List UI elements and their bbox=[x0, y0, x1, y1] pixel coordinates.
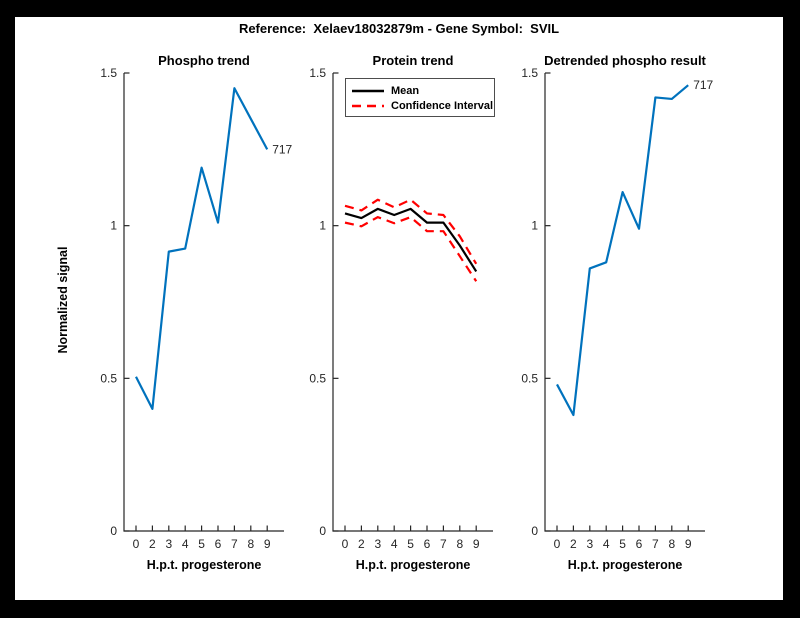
x-tick-label: 9 bbox=[685, 537, 692, 551]
ci-line-sample bbox=[352, 104, 384, 107]
x-tick-label: 9 bbox=[264, 537, 271, 551]
legend-row-mean: Mean bbox=[352, 83, 488, 98]
figure-canvas: Reference: Xelaev18032879m - Gene Symbol… bbox=[15, 17, 783, 600]
mean-line bbox=[344, 207, 478, 273]
y-tick-label: 0 bbox=[531, 524, 538, 538]
x-tick-label: 7 bbox=[440, 537, 447, 551]
axis-spines bbox=[544, 73, 705, 532]
x-tick-label: 3 bbox=[586, 537, 593, 551]
legend-label-confidence-interval: Confidence Interval bbox=[391, 99, 494, 112]
y-tick-label: 0.5 bbox=[100, 371, 117, 385]
x-tick-label: 8 bbox=[668, 537, 675, 551]
x-tick-label: 2 bbox=[149, 537, 156, 551]
detrended-phospho-line bbox=[556, 84, 689, 417]
legend-row-confidence-interval: Confidence Interval bbox=[352, 98, 493, 113]
x-tick-label: 2 bbox=[358, 537, 365, 551]
x-tick-label: 4 bbox=[391, 537, 398, 551]
x-tick-label: 2 bbox=[570, 537, 577, 551]
x-tick-label: 5 bbox=[619, 537, 626, 551]
ci-lower-line bbox=[344, 216, 478, 282]
legend-label-mean: Mean bbox=[391, 84, 420, 97]
endpoint-label: 717 bbox=[693, 78, 713, 92]
x-tick-label: 6 bbox=[636, 537, 643, 551]
x-tick-label: 6 bbox=[215, 537, 222, 551]
x-tick-label: 7 bbox=[231, 537, 238, 551]
ci-upper-line bbox=[344, 198, 478, 265]
x-tick-label: 4 bbox=[182, 537, 189, 551]
x-tick-label: 8 bbox=[247, 537, 254, 551]
x-tick-label: 0 bbox=[554, 537, 561, 551]
y-tick-label: 1 bbox=[319, 219, 326, 233]
phospho-line bbox=[135, 87, 269, 410]
x-tick-label: 9 bbox=[473, 537, 480, 551]
x-tick-label: 7 bbox=[652, 537, 659, 551]
y-tick-label: 1.5 bbox=[100, 66, 117, 80]
y-tick-label: 0 bbox=[110, 524, 117, 538]
y-tick-label: 0.5 bbox=[309, 371, 326, 385]
y-tick-label: 1.5 bbox=[309, 66, 326, 80]
legend: Mean Confidence Interval bbox=[345, 78, 495, 117]
figure-title: Reference: Xelaev18032879m - Gene Symbol… bbox=[238, 21, 560, 36]
x-tick-label: 0 bbox=[342, 537, 349, 551]
subplot-title-protein-trend: Protein trend bbox=[372, 53, 454, 68]
y-tick-label: 0.5 bbox=[521, 371, 538, 385]
x-tick-label: 5 bbox=[407, 537, 414, 551]
subplot-title-phospho-trend: Phospho trend bbox=[158, 53, 250, 68]
y-axis-label: Normalized signal bbox=[56, 246, 70, 354]
protein-trend-plot: 00.511.50 2 3 4 5 6 7 8 9H.p.t. progesterone bbox=[309, 66, 493, 572]
axis-spines bbox=[123, 73, 284, 532]
y-tick-label: 0 bbox=[319, 524, 326, 538]
x-tick-label: 4 bbox=[603, 537, 610, 551]
x-axis-label: H.p.t. progesterone bbox=[568, 558, 683, 572]
x-tick-label: 8 bbox=[456, 537, 463, 551]
x-tick-label: 3 bbox=[165, 537, 172, 551]
x-tick-label: 6 bbox=[424, 537, 431, 551]
x-tick-label: 5 bbox=[198, 537, 205, 551]
endpoint-label: 717 bbox=[272, 142, 292, 156]
y-tick-label: 1 bbox=[531, 219, 538, 233]
x-tick-label: 3 bbox=[374, 537, 381, 551]
x-axis-label: H.p.t. progesterone bbox=[147, 558, 262, 572]
mean-line-sample bbox=[352, 89, 384, 92]
subplot-title-detrended-phospho: Detrended phospho result bbox=[544, 53, 706, 68]
x-tick-label: 0 bbox=[133, 537, 140, 551]
x-axis-label: H.p.t. progesterone bbox=[356, 558, 471, 572]
y-tick-label: 1 bbox=[110, 219, 117, 233]
y-tick-label: 1.5 bbox=[521, 66, 538, 80]
axis-spines bbox=[332, 73, 493, 532]
